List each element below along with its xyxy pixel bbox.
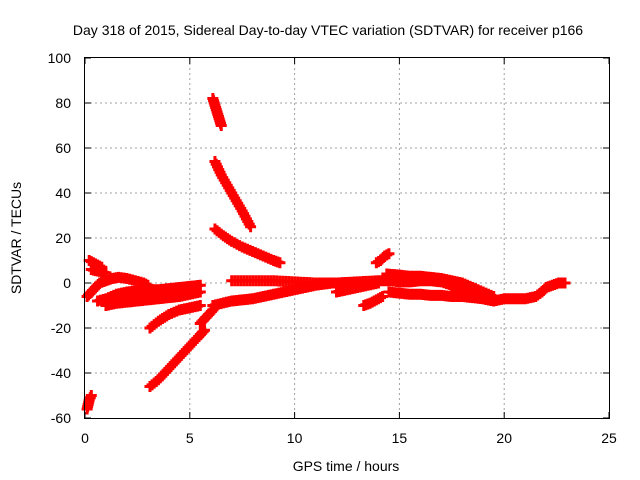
chart-title: Day 318 of 2015, Sidereal Day-to-day VTE… [73,22,583,38]
x-tick-label: 25 [601,430,617,446]
series-arc-early-3 [100,286,206,311]
data-point [215,120,227,131]
axis-ticks: 0 5 10 15 20 25 -60 -40 -20 0 20 40 60 80 100 [48,50,617,446]
plot-frame [84,57,610,419]
series-arc-mid-right-1 [331,277,384,298]
y-tick-label: 100 [48,50,72,66]
series-arc-mid-right-2 [358,291,389,311]
data-point [198,324,210,336]
x-tick-label: 10 [287,430,303,446]
data-point [377,291,389,302]
y-tick-label: 60 [55,140,71,156]
y-tick-label: 0 [63,275,71,291]
y-tick-label: 80 [55,95,71,111]
y-tick-label: -40 [51,365,71,381]
series-arc-early-2 [92,279,206,307]
grid [85,58,609,418]
series-arc-spike-low [209,223,286,269]
series-arc-mid-low [144,300,206,334]
series-arc-early-1 [81,271,154,302]
x-axis-label: GPS time / hours [293,458,400,474]
data-point [372,277,384,289]
x-tick-label: 20 [496,430,512,446]
x-tick-label: 5 [186,430,194,446]
y-axis-label: SDTVAR / TECUs [8,182,24,294]
series-arc-descending-low [144,324,210,392]
data-point [383,248,395,260]
series-arc-spike-top [207,93,227,131]
data-point [245,221,257,233]
series-arc-final [530,277,571,302]
data-point [559,277,571,289]
y-tick-label: 20 [55,230,71,246]
series-arc-initial-low [81,390,97,415]
data-point [274,257,286,269]
x-tick-label: 0 [81,430,89,446]
series-arc-spike-mid [209,156,257,233]
x-tick-label: 15 [392,430,408,446]
data-point [194,286,206,298]
y-tick-label: -60 [51,410,71,426]
data-point [194,300,206,311]
series-arc-late-spike [370,248,395,269]
data-points [81,93,571,415]
y-tick-label: -20 [51,320,71,336]
series-arc-early-high-b [85,264,112,279]
y-tick-label: 40 [55,185,71,201]
data-point [85,390,97,401]
